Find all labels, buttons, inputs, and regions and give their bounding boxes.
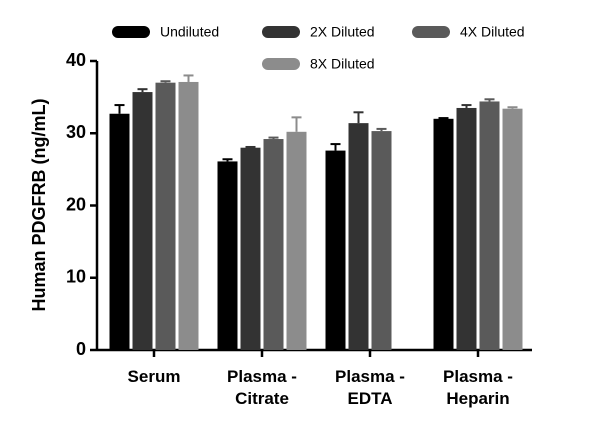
legend-swatch — [112, 26, 150, 38]
bar — [502, 108, 523, 350]
bar — [155, 82, 176, 351]
error-bar — [137, 88, 148, 93]
bar — [371, 131, 392, 350]
error-bar — [507, 106, 518, 109]
y-tick-label: 20 — [66, 194, 86, 214]
legend-swatch — [262, 26, 300, 38]
x-tick-label: Plasma - Citrate — [227, 367, 297, 408]
error-bar — [376, 127, 387, 132]
legend-swatch — [412, 26, 450, 38]
bar — [286, 131, 307, 350]
error-bar — [160, 80, 171, 83]
legend-label: Undiluted — [160, 24, 219, 40]
error-bar — [484, 98, 495, 102]
bar — [263, 139, 284, 350]
error-bar — [268, 136, 279, 140]
y-tick-label: 0 — [76, 339, 86, 359]
error-bar — [114, 104, 125, 114]
x-tick-label: Plasma - EDTA — [335, 367, 405, 408]
bar — [456, 107, 477, 351]
error-bar — [222, 158, 233, 162]
error-bar — [353, 111, 364, 124]
error-bar — [330, 143, 341, 151]
bar — [217, 161, 238, 350]
bar — [479, 101, 500, 351]
error-bar — [461, 104, 472, 108]
y-tick-label: 30 — [66, 122, 86, 142]
x-tick-label: Serum — [127, 367, 181, 386]
y-axis-label: Human PDGFRB (ng/mL) — [29, 99, 49, 312]
bar — [132, 92, 153, 350]
bar — [433, 118, 454, 350]
error-bar — [245, 145, 256, 148]
legend-label: 4X Diluted — [460, 24, 525, 40]
y-tick-label: 10 — [66, 267, 86, 287]
error-bar — [291, 116, 302, 132]
legend-label: 8X Diluted — [310, 56, 375, 72]
bar — [240, 147, 261, 350]
error-bar — [183, 74, 194, 82]
bar — [178, 81, 199, 350]
error-bar — [438, 117, 449, 120]
bar — [348, 123, 369, 350]
bar — [325, 150, 346, 350]
legend-label: 2X Diluted — [310, 24, 375, 40]
bar — [109, 113, 130, 351]
y-tick-label: 40 — [66, 50, 86, 70]
x-tick-label: Plasma - Heparin — [443, 367, 513, 408]
legend-swatch — [262, 58, 300, 70]
